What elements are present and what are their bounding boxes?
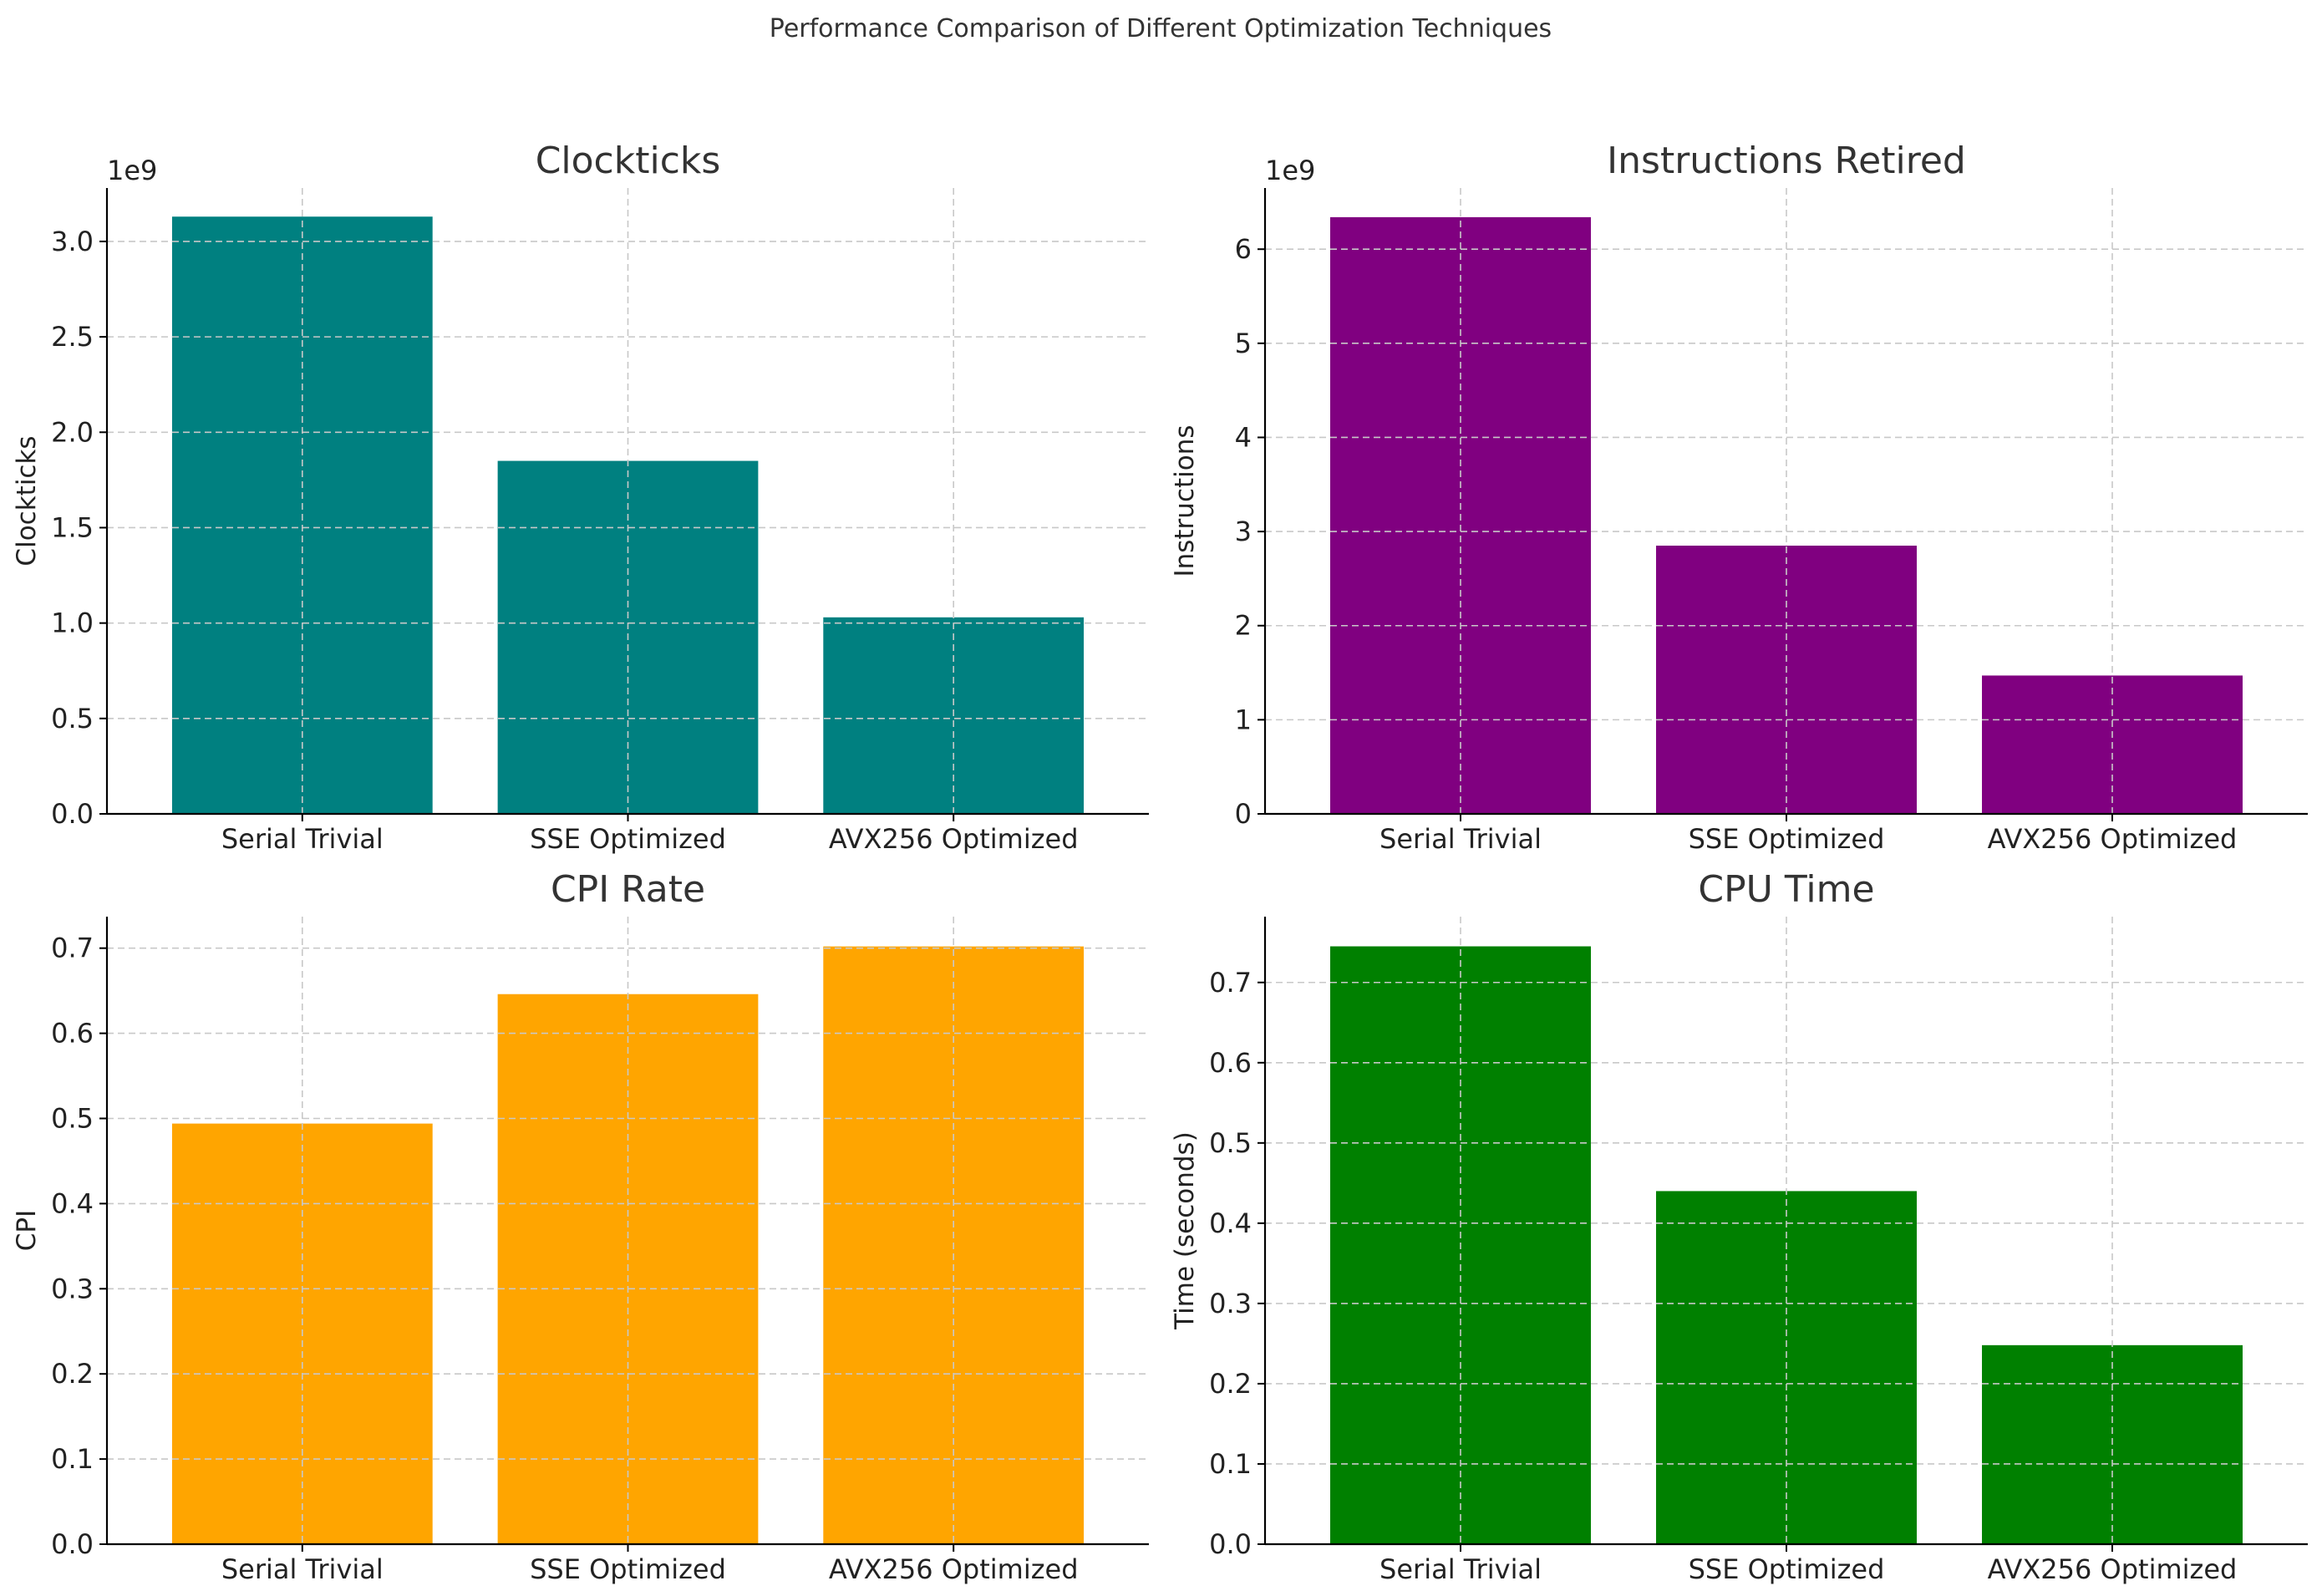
panel-title-2: CPI Rate — [551, 868, 705, 911]
y-tick-label-3-panel-1: 3 — [1235, 516, 1252, 547]
y-tick-label-2-panel-3: 0.2 — [1209, 1368, 1252, 1400]
x-tick-label-0-panel-3: Serial Trivial — [1379, 1553, 1542, 1585]
y-axis-offset-label-panel-0: 1e9 — [107, 155, 157, 186]
y-tick-label-2-panel-1: 2 — [1235, 610, 1252, 642]
y-tick-label-1-panel-2: 0.1 — [51, 1443, 94, 1475]
y-tick-label-0-panel-3: 0.0 — [1209, 1528, 1252, 1560]
panel-title-1: Instructions Retired — [1607, 140, 1966, 182]
x-tick-label-2-panel-0: AVX256 Optimized — [829, 823, 1079, 855]
x-tick-label-1-panel-3: SSE Optimized — [1689, 1553, 1885, 1585]
y-tick-label-4-panel-3: 0.4 — [1209, 1207, 1252, 1239]
y-tick-label-3-panel-2: 0.3 — [51, 1273, 94, 1304]
x-tick-label-2-panel-1: AVX256 Optimized — [1988, 823, 2238, 855]
panel-title-3: CPU Time — [1698, 868, 1874, 911]
x-tick-label-1-panel-0: SSE Optimized — [530, 823, 726, 855]
figure-suptitle: Performance Comparison of Different Opti… — [770, 14, 1552, 43]
y-tick-label-0-panel-0: 0.0 — [51, 798, 94, 830]
y-tick-label-7-panel-2: 0.7 — [51, 933, 94, 964]
y-axis-label-panel-3: Time (seconds) — [1170, 1131, 1200, 1330]
y-tick-label-5-panel-0: 2.5 — [51, 321, 94, 353]
y-tick-label-5-panel-3: 0.5 — [1209, 1127, 1252, 1159]
y-tick-label-4-panel-0: 2.0 — [51, 416, 94, 448]
y-axis-label-panel-0: Clockticks — [12, 435, 42, 566]
x-tick-label-1-panel-1: SSE Optimized — [1689, 823, 1885, 855]
x-tick-label-1-panel-2: SSE Optimized — [530, 1553, 726, 1585]
y-axis-label-panel-1: Instructions — [1170, 424, 1200, 577]
y-tick-label-4-panel-1: 4 — [1235, 421, 1252, 453]
y-tick-label-1-panel-1: 1 — [1235, 704, 1252, 735]
x-tick-label-0-panel-1: Serial Trivial — [1379, 823, 1542, 855]
x-tick-label-2-panel-2: AVX256 Optimized — [829, 1553, 1079, 1585]
y-tick-label-0-panel-2: 0.0 — [51, 1528, 94, 1560]
x-tick-label-0-panel-0: Serial Trivial — [221, 823, 384, 855]
y-tick-label-4-panel-2: 0.4 — [51, 1187, 94, 1219]
y-tick-label-5-panel-2: 0.5 — [51, 1103, 94, 1135]
y-axis-label-panel-2: CPI — [12, 1210, 42, 1251]
y-tick-label-1-panel-3: 0.1 — [1209, 1448, 1252, 1480]
x-tick-label-2-panel-3: AVX256 Optimized — [1988, 1553, 2238, 1585]
y-tick-label-3-panel-3: 0.3 — [1209, 1288, 1252, 1319]
y-tick-label-5-panel-1: 5 — [1235, 328, 1252, 359]
y-tick-label-2-panel-0: 1.0 — [51, 607, 94, 639]
y-tick-label-6-panel-1: 6 — [1235, 233, 1252, 265]
y-tick-label-6-panel-2: 0.6 — [51, 1018, 94, 1050]
y-tick-label-0-panel-1: 0 — [1235, 798, 1252, 830]
y-tick-label-2-panel-2: 0.2 — [51, 1358, 94, 1390]
y-tick-label-1-panel-0: 0.5 — [51, 703, 94, 734]
x-tick-label-0-panel-2: Serial Trivial — [221, 1553, 384, 1585]
panel-title-0: Clockticks — [536, 140, 721, 182]
y-tick-label-3-panel-0: 1.5 — [51, 511, 94, 543]
y-axis-offset-label-panel-1: 1e9 — [1265, 155, 1315, 186]
y-tick-label-6-panel-3: 0.6 — [1209, 1047, 1252, 1079]
y-tick-label-7-panel-3: 0.7 — [1209, 967, 1252, 999]
y-tick-label-6-panel-0: 3.0 — [51, 226, 94, 257]
